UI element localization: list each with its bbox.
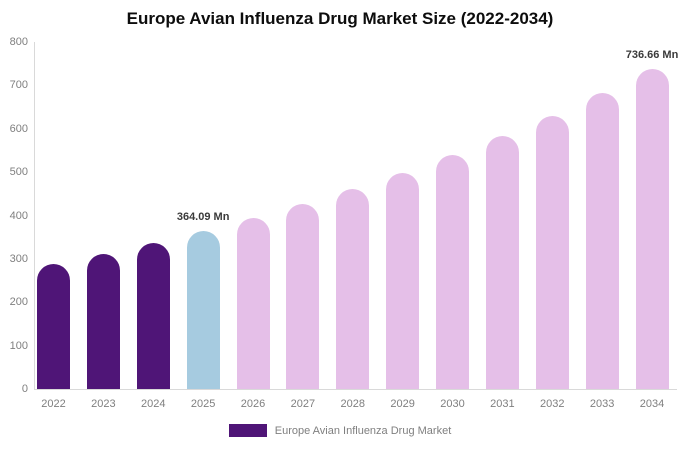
legend-label: Europe Avian Influenza Drug Market [274, 424, 452, 437]
x-axis-label-2030: 2030 [440, 398, 465, 410]
bar-2025[interactable] [186, 231, 220, 389]
chart-title: Europe Avian Influenza Drug Market Size … [126, 9, 554, 28]
bar-2026[interactable] [236, 218, 270, 389]
x-axis-label-2025: 2025 [190, 398, 216, 410]
bar-2029[interactable] [386, 172, 420, 389]
bar-2023[interactable] [86, 254, 120, 389]
bar-2032[interactable] [535, 115, 569, 389]
bar-2028[interactable] [336, 189, 370, 389]
x-axis-label-2029: 2029 [390, 398, 415, 410]
y-axis-label-200: 200 [9, 296, 28, 309]
x-axis-line [34, 389, 677, 390]
y-axis-label-0: 0 [21, 383, 28, 395]
x-axis-label-2034: 2034 [639, 398, 665, 410]
legend-item[interactable]: Europe Avian Influenza Drug Market [0, 424, 680, 437]
legend-swatch [228, 424, 267, 437]
x-axis-label-2027: 2027 [290, 398, 316, 410]
x-axis-label-2033: 2033 [589, 398, 615, 410]
y-axis-label-500: 500 [9, 166, 28, 179]
annotation-2034: 736.66 Mn [625, 49, 679, 62]
bar-2034[interactable] [635, 69, 669, 389]
x-axis-label-2031: 2031 [490, 398, 515, 410]
annotation-2025: 364.09 Mn [176, 211, 230, 224]
bar-2031[interactable] [485, 136, 519, 389]
x-axis-label-2026: 2026 [240, 398, 266, 410]
y-axis-label-600: 600 [9, 122, 28, 135]
bar-2030[interactable] [436, 155, 469, 389]
x-axis-label-2028: 2028 [340, 398, 365, 410]
x-axis-label-2024: 2024 [141, 398, 166, 410]
y-axis-label-700: 700 [9, 79, 28, 92]
x-axis-label-2022: 2022 [41, 398, 66, 410]
bar-2033[interactable] [585, 93, 619, 389]
bar-2024[interactable] [136, 243, 170, 389]
bar-2027[interactable] [286, 204, 320, 389]
y-axis-label-400: 400 [9, 209, 28, 222]
y-axis-label-100: 100 [9, 339, 28, 352]
y-axis-label-300: 300 [9, 252, 28, 265]
y-axis-line [34, 42, 35, 389]
y-axis-label-800: 800 [9, 36, 28, 48]
x-axis-label-2023: 2023 [91, 398, 116, 410]
bar-2022[interactable] [37, 264, 70, 389]
x-axis-label-2032: 2032 [540, 398, 565, 410]
